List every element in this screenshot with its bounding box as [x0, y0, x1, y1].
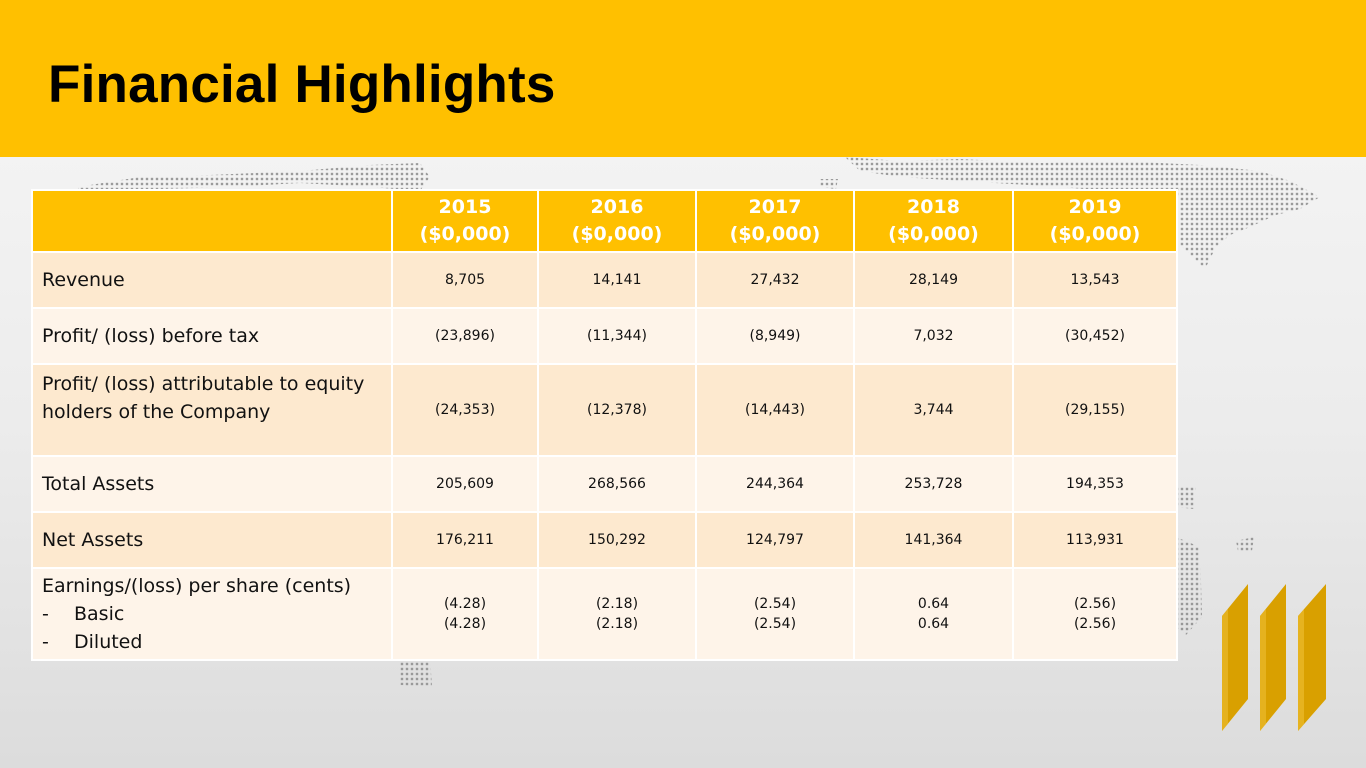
table-cell: 176,211	[391, 511, 539, 569]
table-cell: 253,728	[853, 455, 1014, 513]
table-cell: (23,896)	[391, 307, 539, 365]
table-cell: 150,292	[537, 511, 697, 569]
table-cell: 268,566	[537, 455, 697, 513]
eps-basic-value: (4.28)	[443, 596, 487, 612]
row-label-line: holders of the Company	[42, 401, 271, 423]
table-cell: (4.28) (4.28)	[391, 567, 539, 661]
eps-basic-value: 0.64	[917, 596, 950, 612]
page-title: Financial Highlights	[48, 55, 556, 114]
eps-basic-value: (2.56)	[1073, 596, 1117, 612]
header-year: 2019	[1068, 196, 1122, 218]
table-cell: (29,155)	[1012, 363, 1178, 457]
table-cell: 194,353	[1012, 455, 1178, 513]
header-year: 2016	[590, 196, 644, 218]
table-cell: (2.56) (2.56)	[1012, 567, 1178, 661]
table-cell: (2.54) (2.54)	[695, 567, 855, 661]
row-label-line: Profit/ (loss) attributable to equity	[42, 373, 365, 395]
table-cell: 113,931	[1012, 511, 1178, 569]
eps-diluted-value: 0.64	[917, 616, 950, 632]
company-logo	[1222, 584, 1326, 731]
logo-bars	[1222, 584, 1326, 731]
table-cell: 8,705	[391, 251, 539, 309]
row-label: Total Assets	[31, 455, 393, 513]
table-cell: 13,543	[1012, 251, 1178, 309]
world-map-background	[78, 157, 1320, 687]
eps-diluted-value: (2.54)	[753, 616, 797, 632]
header-unit: ($0,000)	[419, 223, 511, 245]
table-header-row: 2015 ($0,000) 2016 ($0,000) 2017 ($0,000) 2…	[31, 189, 1178, 253]
table-cell: (24,353)	[391, 363, 539, 457]
table-cell: (8,949)	[695, 307, 855, 365]
table-row-eps: Earnings/(loss) per share (cents) - Basic…	[31, 567, 1178, 661]
header-2015: 2015 ($0,000)	[391, 189, 539, 253]
header-2019: 2019 ($0,000)	[1012, 189, 1178, 253]
table-row-revenue: Revenue 8,705 14,141 27,432 28,149 13,54…	[31, 251, 1178, 309]
eps-diluted-value: (2.18)	[595, 616, 639, 632]
header-year: 2018	[907, 196, 960, 218]
row-label: Earnings/(loss) per share (cents) - Basic…	[31, 567, 393, 661]
eps-diluted-label: - Diluted	[42, 631, 143, 653]
row-label: Profit/ (loss) attributable to equity hol…	[31, 363, 393, 457]
eps-diluted-value: (4.28)	[443, 616, 487, 632]
table-cell: (14,443)	[695, 363, 855, 457]
table-cell: 28,149	[853, 251, 1014, 309]
row-label: Revenue	[31, 251, 393, 309]
eps-basic-label: - Basic	[42, 603, 125, 625]
table-cell: (12,378)	[537, 363, 697, 457]
header-year: 2017	[748, 196, 802, 218]
table-cell: 141,364	[853, 511, 1014, 569]
header-year: 2015	[438, 196, 492, 218]
table-cell: 205,609	[391, 455, 539, 513]
header-unit: ($0,000)	[571, 223, 663, 245]
row-label: Profit/ (loss) before tax	[31, 307, 393, 365]
header-2018: 2018 ($0,000)	[853, 189, 1014, 253]
table-cell: 244,364	[695, 455, 855, 513]
table-row-net-assets: Net Assets 176,211 150,292 124,797 141,3…	[31, 511, 1178, 569]
row-label-line: Earnings/(loss) per share (cents)	[42, 575, 352, 597]
header-bar: Financial Highlights	[0, 0, 1366, 157]
table-row-profit-before-tax: Profit/ (loss) before tax (23,896) (11,3…	[31, 307, 1178, 365]
table-cell: 124,797	[695, 511, 855, 569]
eps-basic-value: (2.54)	[753, 596, 797, 612]
table-row-total-assets: Total Assets 205,609 268,566 244,364 253…	[31, 455, 1178, 513]
header-unit: ($0,000)	[1049, 223, 1141, 245]
table-row-profit-attributable: Profit/ (loss) attributable to equity hol…	[31, 363, 1178, 457]
eps-diluted-value: (2.56)	[1073, 616, 1117, 632]
table-cell: 0.64 0.64	[853, 567, 1014, 661]
table-cell: (30,452)	[1012, 307, 1178, 365]
header-blank-cell	[31, 189, 393, 253]
header-unit: ($0,000)	[888, 223, 979, 245]
header-unit: ($0,000)	[729, 223, 821, 245]
table-cell: 27,432	[695, 251, 855, 309]
table-cell: (11,344)	[537, 307, 697, 365]
header-2016: 2016 ($0,000)	[537, 189, 697, 253]
table-cell: (2.18) (2.18)	[537, 567, 697, 661]
header-2017: 2017 ($0,000)	[695, 189, 855, 253]
row-label: Net Assets	[31, 511, 393, 569]
table-cell: 14,141	[537, 251, 697, 309]
eps-basic-value: (2.18)	[595, 596, 639, 612]
table-cell: 7,032	[853, 307, 1014, 365]
financial-highlights-table: 2015 ($0,000) 2016 ($0,000) 2017 ($0,000) 2…	[31, 189, 1178, 661]
table-cell: 3,744	[853, 363, 1014, 457]
